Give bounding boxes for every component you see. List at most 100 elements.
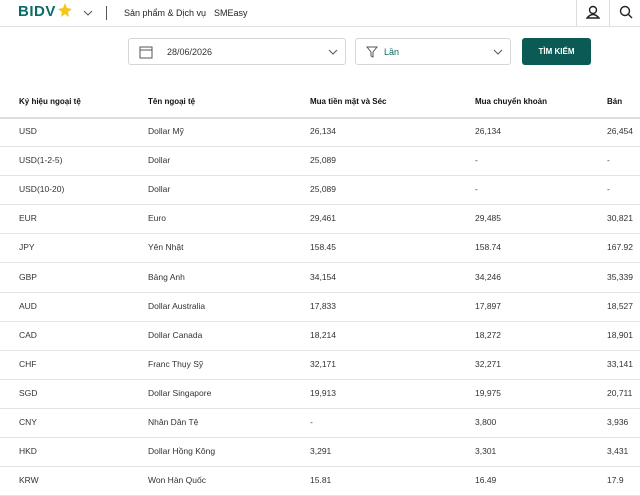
table-cell: 33,141 [607,358,633,369]
row-line [0,233,640,235]
table-cell: 3,936 [607,417,629,427]
logo[interactable]: BIDV [18,3,56,20]
table-cell: SGD [19,387,38,398]
table-cell: - [310,417,313,427]
table-cell: 17,897 [475,300,501,311]
table-cell: USD(1-2-5) [19,155,63,166]
search-button[interactable]: TÌM KIẾM [522,38,591,65]
chevron [328,49,338,55]
row-line [0,204,640,206]
table-cell: - [607,184,610,195]
table-cell: USD(10-20) [19,184,65,195]
table-cell: 20,711 [607,387,633,398]
table-cell: HKD [19,446,37,457]
nav-link[interactable]: SMEasy [214,8,248,18]
table-cell: Dollar Mỹ [148,126,184,136]
table-cell: 29,485 [475,213,501,224]
row-line [0,349,640,351]
table-cell: 167.92 [607,242,633,253]
date-value: 28/06/2026 [167,47,213,57]
date-picker[interactable]: 28/06/2026 [128,38,346,65]
table-cell: 18,527 [607,300,633,311]
table-cell: Dollar Singapore [148,387,212,398]
table-cell: 3,800 [475,417,497,427]
user-icon[interactable] [586,5,600,19]
row-line [0,466,640,468]
table-cell: 17.9 [607,475,624,486]
table-cell: Nhân Dân Tệ [148,417,199,427]
row-line [0,320,640,322]
row-line [0,437,640,438]
table-cell: 29,461 [310,213,336,224]
table-cell: 26,454 [607,126,633,136]
calendar-icon [139,46,153,59]
table-cell: 32,171 [310,358,336,369]
table-cell: 25,089 [310,155,336,166]
table-cell: Dollar Hồng Kông [148,446,216,457]
column-header: Mua tiền mặt và Séc [310,97,387,106]
table-cell: Dollar [148,184,171,195]
table-cell: 18,272 [475,329,501,340]
table-cell: 19,913 [310,387,336,398]
table-cell: - [475,184,478,195]
table-cell: - [607,155,610,166]
chevron [493,49,503,55]
search-icon[interactable] [619,5,633,19]
table-cell: 35,339 [607,271,633,282]
row-line [0,291,640,293]
column-header: Mua chuyển khoản [475,97,548,106]
table-cell: 17,833 [310,300,336,311]
table-cell: 25,089 [310,184,336,195]
table-cell: Euro [148,213,166,224]
table-cell: 3,301 [475,446,497,457]
column-header: Tên ngoại tệ [148,97,196,106]
nav-link[interactable]: Sản phẩm & Dịch vụ [124,8,207,18]
divider [609,0,610,26]
column-header: Ký hiệu ngoại tệ [19,97,81,106]
table-cell: Dollar Australia [148,300,206,311]
table-cell: Won Hàn Quốc [148,475,206,486]
table-cell: AUD [19,300,37,311]
table-cell: CAD [19,329,37,340]
table-cell: 158.45 [310,242,336,253]
row-line [0,146,640,147]
divider [106,6,107,20]
table-cell: 3,291 [310,446,332,457]
table-cell: 18,214 [310,329,336,340]
table-cell: - [475,155,478,166]
table-cell: 19,975 [475,387,501,398]
table-cell: EUR [19,213,37,224]
header-line [0,117,640,119]
table-cell: 26,134 [310,126,336,136]
table-cell: 34,246 [475,271,501,282]
table-cell: JPY [19,242,35,253]
table-cell: 32,271 [475,358,501,369]
column-header: Bán [607,97,623,106]
row-line [0,407,640,409]
filter-icon [366,46,378,58]
table-cell: 16.49 [475,475,497,486]
table-cell: 26,134 [475,126,501,136]
header-border [0,26,640,27]
table-cell: Bảng Anh [148,271,185,282]
table-cell: 18,901 [607,329,633,340]
table-cell: CHF [19,358,37,369]
table-cell: Franc Thụy Sỹ [148,358,204,369]
row-line [0,378,640,380]
row-line [0,262,640,264]
table-cell: USD [19,126,37,136]
table-cell: Yên Nhật [148,242,184,253]
table-cell: Dollar Canada [148,329,203,340]
table-cell: 30,821 [607,213,633,224]
table-cell: CNY [19,417,37,427]
divider [576,0,577,26]
logo-star [58,3,72,17]
type-select[interactable]: Lần [355,38,511,65]
chevron[interactable] [83,9,93,17]
table-cell: 3,431 [607,446,629,457]
table-cell: GBP [19,271,37,282]
type-value: Lần [384,47,400,57]
table-cell: 15.81 [310,475,332,486]
row-line [0,175,640,177]
